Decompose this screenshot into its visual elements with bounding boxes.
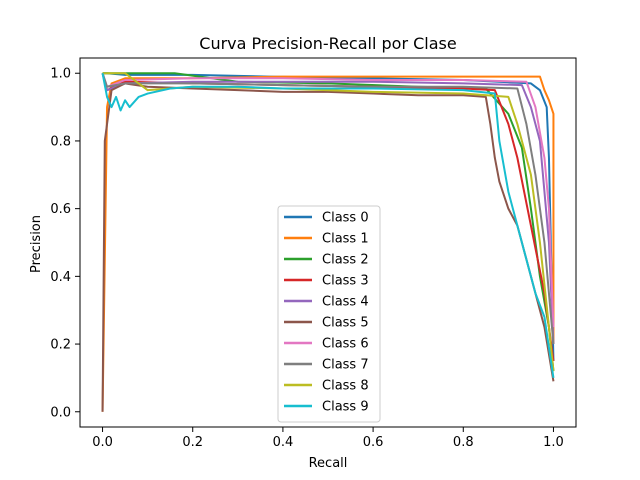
x-tick-label: 0.0 — [92, 435, 113, 450]
x-tick-label: 1.0 — [543, 435, 564, 450]
legend-label-class-4: Class 4 — [322, 295, 369, 310]
legend-label-class-7: Class 7 — [322, 358, 369, 373]
series-line-class-7 — [101, 72, 555, 345]
legend-label-class-9: Class 9 — [322, 400, 369, 415]
series-layer — [101, 72, 555, 412]
x-tick-label: 0.6 — [363, 435, 384, 450]
y-tick-label: 0.8 — [50, 134, 71, 149]
plot-area-frame — [79, 57, 577, 428]
x-tick-label: 0.8 — [453, 435, 474, 450]
series-line-class-3 — [101, 72, 555, 362]
y-tick-label: 0.4 — [50, 270, 71, 285]
chart-title: Curva Precision-Recall por Clase — [199, 34, 456, 53]
legend-label-class-8: Class 8 — [322, 379, 369, 394]
y-axis-ticks: 0.0 0.2 0.4 0.6 0.8 1.0 — [50, 67, 80, 420]
legend: Class 0 Class 1 Class 2 Class 3 Class 4 Class… — [277, 205, 381, 423]
x-axis-label: Recall — [309, 456, 348, 471]
series-line-class-1 — [101, 75, 555, 412]
y-axis-label: Precision — [29, 215, 44, 273]
x-tick-label: 0.4 — [273, 435, 294, 450]
legend-label-class-3: Class 3 — [322, 274, 369, 289]
x-axis-ticks: 0.0 0.2 0.4 0.6 0.8 1.0 — [92, 427, 564, 450]
series-line-class-6 — [101, 72, 555, 328]
legend-label-class-0: Class 0 — [322, 211, 369, 226]
legend-label-class-5: Class 5 — [322, 316, 369, 331]
y-tick-label: 0.0 — [50, 405, 71, 420]
legend-label-class-2: Class 2 — [322, 253, 369, 268]
series-line-class-8 — [102, 72, 555, 372]
x-tick-label: 0.2 — [182, 435, 203, 450]
legend-label-class-1: Class 1 — [322, 232, 369, 247]
legend-label-class-6: Class 6 — [322, 337, 369, 352]
y-tick-label: 0.6 — [50, 202, 71, 217]
series-line-class-9 — [101, 73, 555, 379]
y-tick-label: 1.0 — [50, 67, 71, 82]
y-tick-label: 0.2 — [50, 338, 71, 353]
